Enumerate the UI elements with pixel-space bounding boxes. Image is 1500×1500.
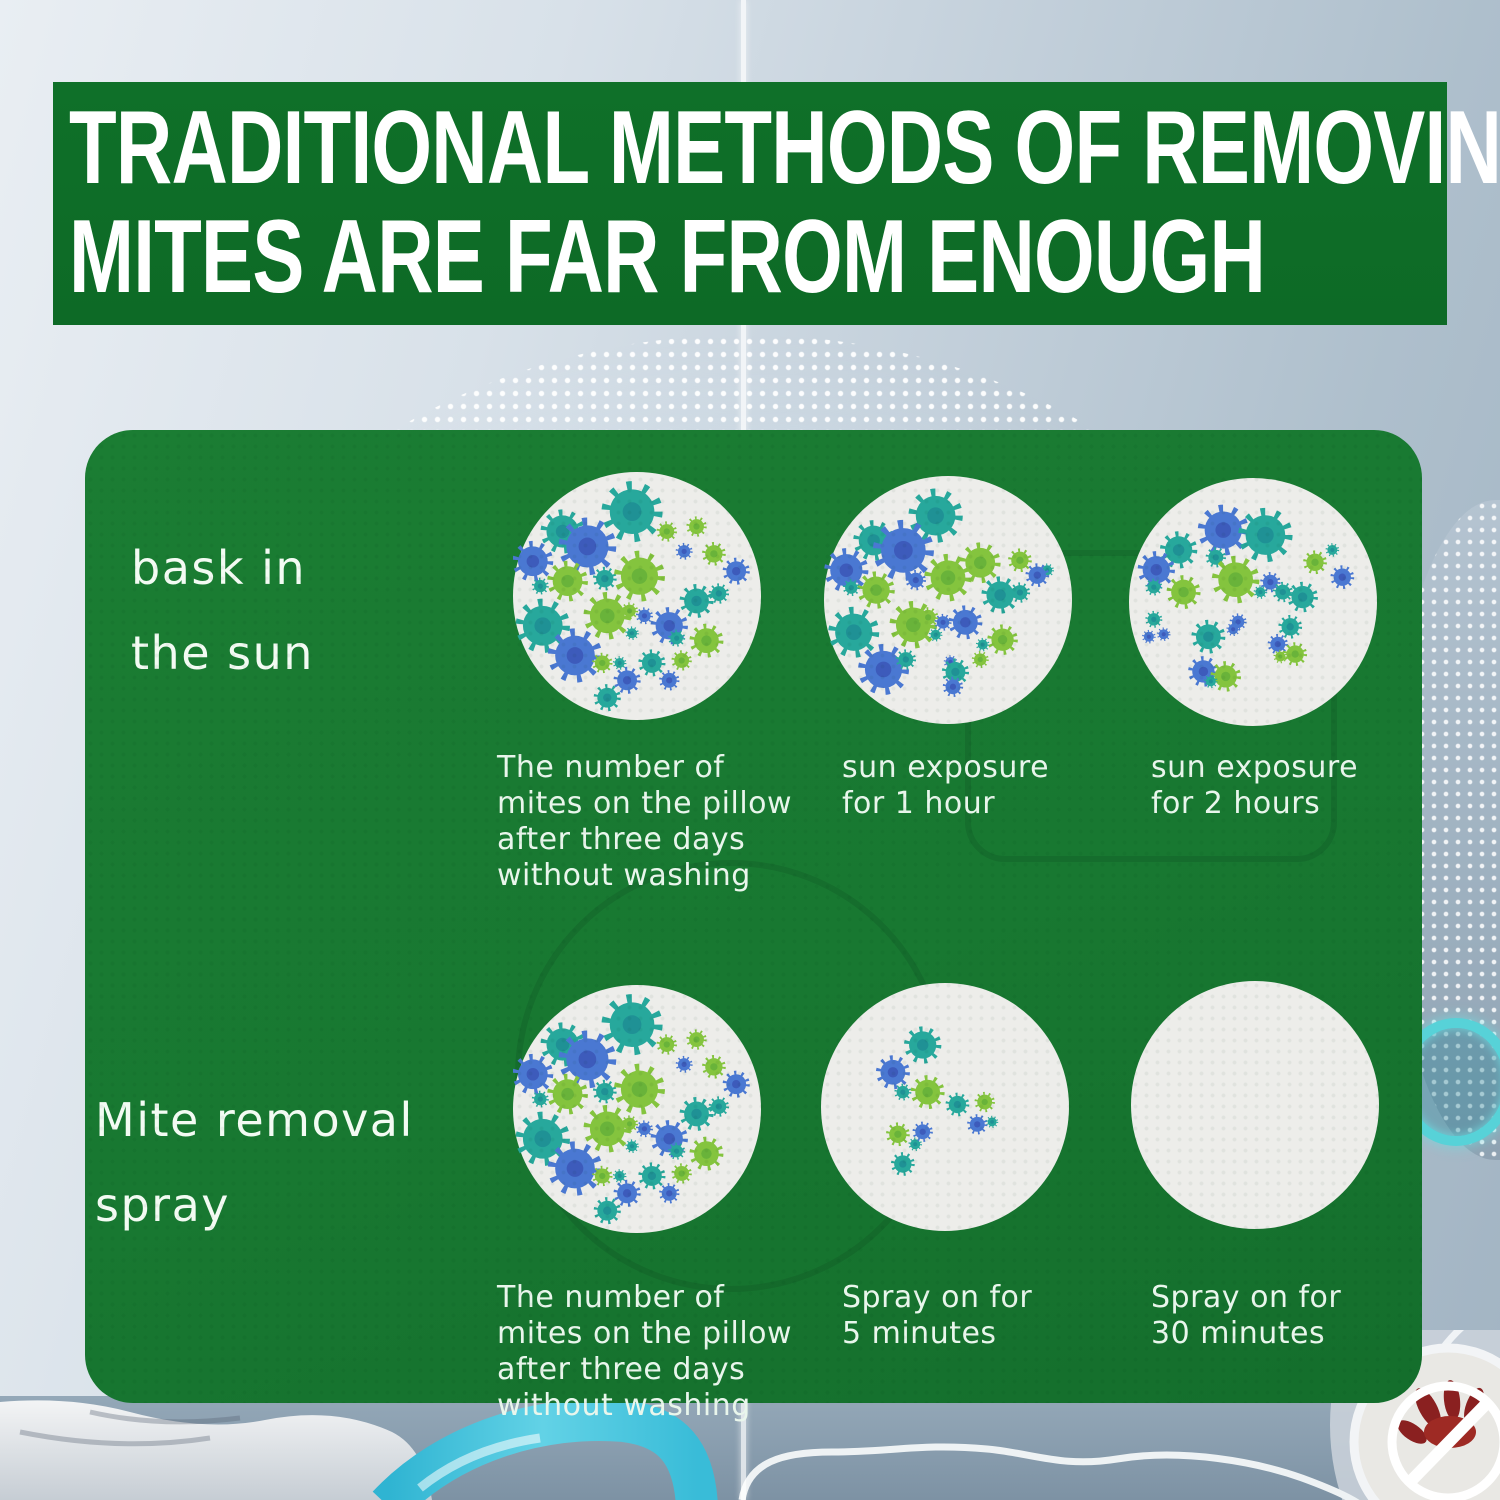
row-label-mite-removal-spray: Mite removal spray: [95, 1093, 414, 1233]
headline-line-1: TRADITIONAL METHODS OF REMOVING: [69, 90, 1500, 206]
caption-spray-5-minutes: Spray on for 5 minutes: [842, 1280, 1033, 1351]
caption-baseline-2: The number of mites on the pillow after …: [497, 1280, 793, 1423]
caption-sun-1-hour: sun exposure for 1 hour: [842, 750, 1050, 821]
bed-sheet: [0, 1400, 432, 1500]
mite-cluster-empty: [1131, 981, 1379, 1229]
caption-sun-2-hours: sun exposure for 2 hours: [1151, 750, 1359, 821]
white-cord: [738, 1443, 1360, 1500]
cyan-ribbon: [372, 1398, 718, 1500]
mite-sample-circle: [824, 476, 1072, 724]
mite-sample-circle: [513, 472, 761, 720]
ribbon-highlight: [417, 1433, 541, 1492]
mite-cluster: [1137, 504, 1355, 692]
caption-spray-30-minutes: Spray on for 30 minutes: [1151, 1280, 1342, 1351]
headline-banner: TRADITIONAL METHODS OF REMOVING MITES AR…: [53, 82, 1500, 325]
sheet-folds: [19, 1409, 241, 1447]
mite-cluster: [824, 488, 1054, 697]
comparison-panel: bask in the sun The number of mites on t…: [85, 430, 1422, 1423]
mite-sample-circle-clean: [1131, 981, 1379, 1229]
mite-sample-circle: [513, 985, 761, 1233]
mite-cluster: [513, 994, 750, 1225]
row-label-bask-in-the-sun: bask in the sun: [131, 541, 314, 681]
mite-sample-circle: [821, 983, 1069, 1231]
mite-cluster: [513, 481, 750, 712]
caption-baseline-1: The number of mites on the pillow after …: [497, 750, 793, 893]
prohibition-sign: [1349, 1343, 1500, 1500]
mite-sample-circle: [1129, 478, 1377, 726]
mite-cluster: [875, 1026, 999, 1176]
headline-line-2: MITES ARE FAR FROM ENOUGH: [69, 199, 1266, 315]
